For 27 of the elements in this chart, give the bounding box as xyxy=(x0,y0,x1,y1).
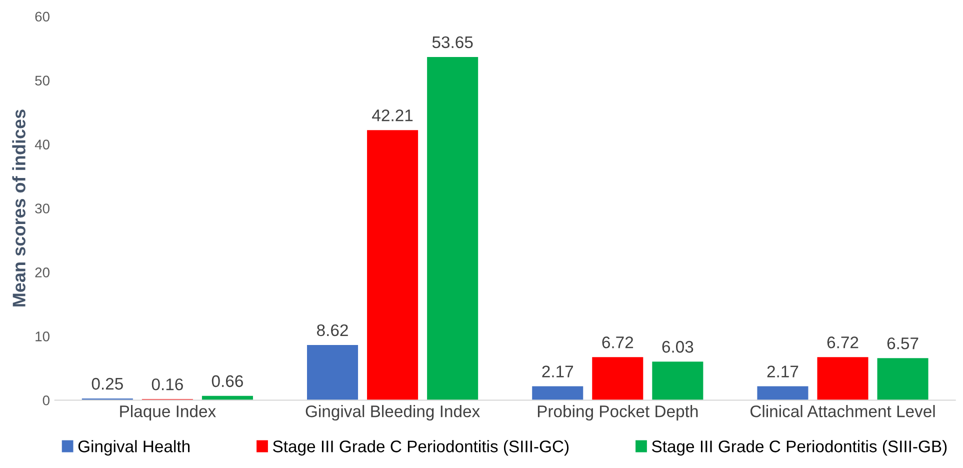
x-tick-label: Clinical Attachment Level xyxy=(750,405,935,418)
data-label: 2.17 xyxy=(542,366,573,378)
data-label: 6.72 xyxy=(827,336,858,348)
x-tick-label: Probing Pocket Depth xyxy=(538,405,698,421)
legend-label: Gingival Health xyxy=(78,440,190,456)
data-label: 6.03 xyxy=(662,340,694,353)
data-label: 6.57 xyxy=(887,337,918,350)
y-tick-label: 30 xyxy=(35,204,50,214)
data-label: 42.21 xyxy=(372,110,413,122)
data-label: 0.16 xyxy=(152,378,183,390)
data-label: 2.17 xyxy=(767,366,798,378)
data-label: 0.25 xyxy=(92,378,123,390)
y-tick-label: 60 xyxy=(35,12,50,22)
y-tick-label: 0 xyxy=(42,395,50,406)
legend-label: Stage III Grade C Periodontitis (SIII-GB) xyxy=(652,440,947,456)
y-axis-title: Mean scores of indices xyxy=(12,110,26,306)
y-tick-label: 20 xyxy=(35,268,50,278)
x-tick-label: Plaque Index xyxy=(120,405,216,421)
y-tick-label: 10 xyxy=(36,332,50,342)
legend-label: Stage III Grade C Periodontitis (SIII-GC) xyxy=(273,440,569,456)
data-label: 8.62 xyxy=(317,324,348,336)
data-label: 53.65 xyxy=(432,36,473,48)
y-tick-label: 50 xyxy=(35,76,50,86)
x-tick-label: Gingival Bleeding Index xyxy=(306,405,480,421)
data-label: 0.66 xyxy=(212,375,243,388)
data-label: 6.72 xyxy=(602,336,634,348)
y-tick-label: 40 xyxy=(34,140,50,150)
